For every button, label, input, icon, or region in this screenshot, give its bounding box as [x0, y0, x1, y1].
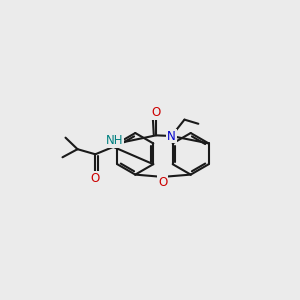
Text: O: O — [90, 172, 99, 185]
Text: O: O — [158, 176, 167, 189]
Text: O: O — [152, 106, 161, 119]
Text: N: N — [167, 130, 176, 142]
Text: NH: NH — [106, 134, 123, 147]
